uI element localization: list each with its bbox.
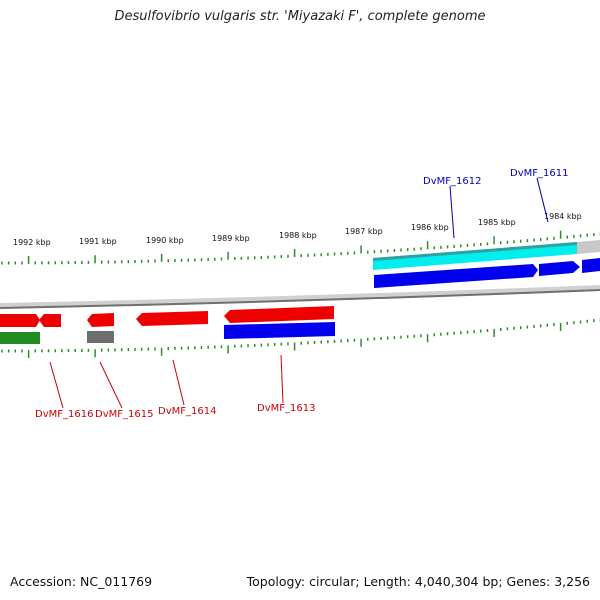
kbp-label: 1991 kbp [79,237,117,246]
kbp-label: 1992 kbp [13,238,51,247]
label-leaders [49,177,549,409]
gene-dvmf-1614[interactable] [136,311,208,326]
lower-tick-track [1,318,600,358]
genome-title: Desulfovibrio vulgaris str. 'Miyazaki F'… [114,9,486,24]
gene-dvmf-1616[interactable] [39,314,61,327]
gene-label-dvmf-1613[interactable]: DvMF_1613 [257,403,315,414]
gene-label-dvmf-1614[interactable]: DvMF_1614 [158,406,216,417]
kbp-label: 1989 kbp [212,234,250,243]
kbp-label: 1990 kbp [146,236,184,245]
kbp-label: 1987 kbp [345,227,383,236]
gene-gray[interactable] [87,331,114,343]
gene-dvmf-1613[interactable] [224,306,334,323]
gene-red-1[interactable] [0,314,40,327]
gene-blue-lower[interactable] [224,322,335,339]
kbp-label: 1985 kbp [478,218,516,227]
gene-green[interactable] [0,332,40,344]
lower-gene-track [0,306,335,344]
gene-dvmf-1615[interactable] [87,313,114,327]
upper-tick-track [1,230,600,265]
gene-dvmf-1611[interactable] [539,261,580,276]
gene-blue-1[interactable] [374,264,538,288]
gene-dvmf-1612-highlight [373,242,577,261]
kbp-label: 1988 kbp [279,231,317,240]
kbp-label: 1986 kbp [411,223,449,232]
accession-text: Accession: NC_011769 [10,574,153,589]
gene-label-dvmf-1611[interactable]: DvMF_1611 [510,168,568,179]
upper-gene-track [373,240,600,288]
gene-blue-edge[interactable] [582,258,600,273]
gene-gray-right[interactable] [577,240,600,254]
genome-summary-text: Topology: circular; Length: 4,040,304 bp… [246,574,590,589]
kbp-scale-labels: 1992 kbp 1991 kbp 1990 kbp 1989 kbp 1988… [13,212,582,247]
genome-backbone [0,285,600,309]
gene-label-dvmf-1616[interactable]: DvMF_1616 [35,409,93,420]
gene-label-dvmf-1615[interactable]: DvMF_1615 [95,409,153,420]
gene-label-dvmf-1612[interactable]: DvMF_1612 [423,176,481,187]
gene-labels: DvMF_1612 DvMF_1611 DvMF_1616 DvMF_1615 … [35,168,568,420]
genome-backbone-shadow [0,289,600,309]
kbp-label: 1984 kbp [544,212,582,221]
